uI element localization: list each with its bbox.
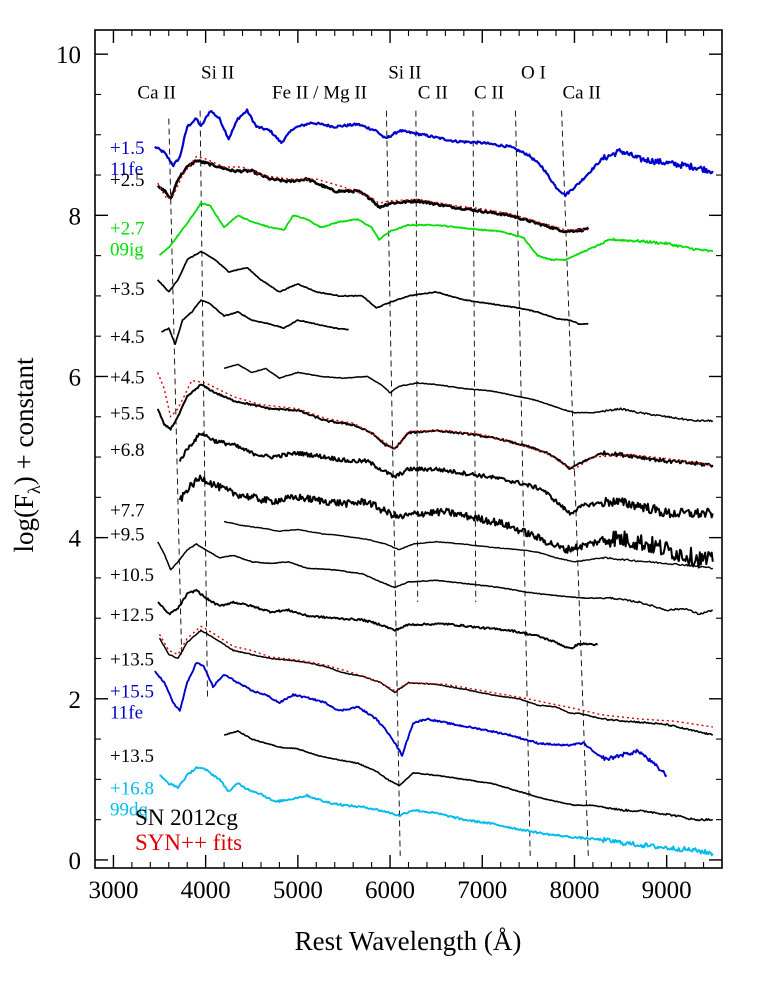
line-id-label: O I bbox=[521, 62, 546, 83]
x-tick-label: 5000 bbox=[273, 877, 323, 904]
x-tick-label: 4000 bbox=[181, 877, 231, 904]
spectrum-series-15 bbox=[158, 625, 713, 728]
epoch-label: +2.5 bbox=[110, 170, 144, 191]
x-tick-label: 6000 bbox=[365, 877, 415, 904]
spectrum-series-0 bbox=[154, 108, 714, 198]
y-axis-label-pre: log(F bbox=[9, 494, 39, 553]
epoch-label: 09ig bbox=[110, 239, 144, 260]
spectrum-series-14 bbox=[158, 629, 580, 715]
y-tick-label: 0 bbox=[69, 848, 82, 875]
spectrum-series-7 bbox=[156, 383, 714, 470]
epoch-label: +15.5 bbox=[110, 682, 154, 703]
line-id-label: Si II bbox=[388, 62, 421, 83]
spectrum-series-8 bbox=[157, 372, 713, 470]
spectrum-series-2 bbox=[157, 155, 589, 231]
spectrum-series-16 bbox=[578, 712, 714, 736]
line-id-label: Fe II / Mg II bbox=[272, 82, 367, 103]
legend-entry: SYN++ fits bbox=[135, 830, 242, 855]
line-id-label: Si II bbox=[201, 62, 234, 83]
spectrum-series-13 bbox=[157, 588, 599, 650]
spectrum-series-4 bbox=[157, 250, 589, 326]
epoch-label: +1.5 bbox=[110, 138, 144, 159]
epoch-label: 11fe bbox=[110, 703, 143, 724]
epoch-label: +16.8 bbox=[110, 778, 154, 799]
spectrum-series-12 bbox=[157, 541, 713, 616]
epoch-label: +3.5 bbox=[110, 279, 144, 300]
legend-entry: SN 2012cg bbox=[135, 805, 238, 830]
y-tick-label: 2 bbox=[69, 687, 82, 714]
y-tick-label: 8 bbox=[69, 203, 82, 230]
x-tick-label: 7000 bbox=[457, 877, 507, 904]
epoch-label: +10.5 bbox=[110, 565, 154, 586]
y-axis-label-post: ) + constant bbox=[9, 357, 39, 485]
y-axis-label: log(Fλ) + constant bbox=[9, 357, 44, 552]
epoch-label: 11fe bbox=[110, 159, 143, 180]
spectrum-series-3 bbox=[159, 201, 714, 261]
epoch-label: +5.5 bbox=[110, 404, 144, 425]
spectrum-series-9 bbox=[178, 432, 714, 519]
spectrum-series-19 bbox=[159, 766, 714, 857]
x-tick-label: 9000 bbox=[642, 877, 692, 904]
guide-line bbox=[199, 110, 208, 699]
guide-line bbox=[168, 118, 183, 659]
x-axis-label: Rest Wavelength (Å) bbox=[295, 926, 522, 956]
spectrum-series-11 bbox=[224, 520, 714, 570]
spectrum-series-10 bbox=[178, 474, 714, 569]
line-id-label: Ca II bbox=[137, 82, 176, 103]
epoch-label: +13.5 bbox=[110, 746, 154, 767]
epoch-label: +13.5 bbox=[110, 650, 154, 671]
y-tick-label: 6 bbox=[69, 364, 82, 391]
line-id-label: C II bbox=[418, 82, 448, 103]
epoch-label: 99dq bbox=[110, 799, 149, 820]
epoch-label: +2.7 bbox=[110, 218, 144, 239]
x-tick-label: 8000 bbox=[549, 877, 599, 904]
epoch-label: +6.8 bbox=[110, 440, 144, 461]
guide-line bbox=[472, 110, 477, 603]
spectrum-series-18 bbox=[223, 730, 713, 822]
line-id-label: C II bbox=[474, 82, 504, 103]
line-id-label: Ca II bbox=[562, 82, 601, 103]
x-tick-label: 3000 bbox=[88, 877, 138, 904]
y-tick-label: 4 bbox=[69, 526, 82, 553]
epoch-label: +4.5 bbox=[110, 327, 144, 348]
guide-line bbox=[561, 110, 589, 856]
spectrum-series-6 bbox=[223, 363, 714, 423]
epoch-label: +9.5 bbox=[110, 525, 144, 546]
spectrum-series-17 bbox=[154, 662, 668, 778]
spectrum-series-1 bbox=[156, 159, 590, 234]
guide-line bbox=[415, 110, 419, 603]
epoch-label: +12.5 bbox=[110, 605, 154, 626]
y-tick-label: 10 bbox=[56, 42, 81, 69]
spectrum-series-5 bbox=[161, 299, 349, 346]
epoch-label: +4.5 bbox=[110, 367, 144, 388]
spectra-series bbox=[154, 108, 714, 857]
y-axis-label-sub: λ bbox=[24, 485, 44, 494]
epoch-labels: +1.511fe+2.5+2.709ig+3.5+4.5+4.5+5.5+6.8… bbox=[110, 138, 154, 821]
guide-line bbox=[385, 110, 401, 856]
epoch-label: +7.7 bbox=[110, 500, 144, 521]
axis-ticks: 3000 4000 5000 6000 7000 8000 9000 0 2 4 6 8 10 bbox=[56, 30, 723, 904]
